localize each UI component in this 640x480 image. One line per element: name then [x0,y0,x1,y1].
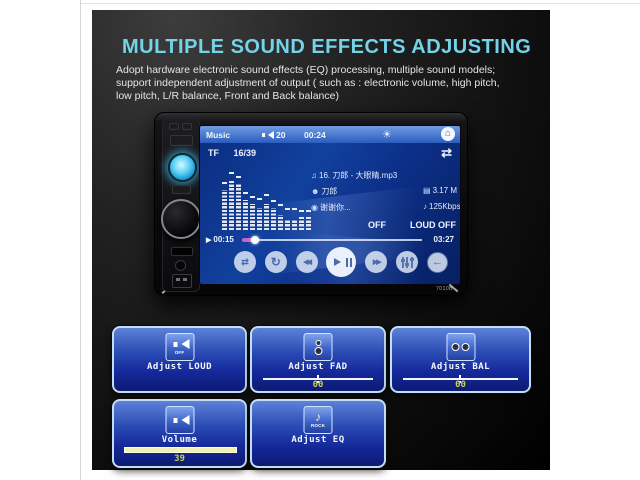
eq-state: OFF [368,220,386,230]
album-line: ◉ 谢谢你... ♪ 125Kbps [311,202,460,213]
file-size-cell: ▤ 3.17 M [423,186,457,195]
fad-slider[interactable] [262,375,374,383]
progress-fill [242,238,255,242]
equalizer-sliders-icon [400,256,414,268]
play-cursor-icon: ▶ [206,237,212,244]
balance-speakers-icon [446,333,475,361]
track-title: 16. 刀郎 - 大眼睛.mp3 [319,171,398,180]
mode-label: Music [206,130,231,140]
artist-icon: ☻ [311,187,320,196]
volume-speaker-icon [165,406,194,434]
advert-stage: MULTIPLE SOUND EFFECTS ADJUSTING Adopt h… [92,10,550,470]
album-name: 谢谢你... [319,203,351,212]
progress-knob[interactable] [250,235,259,244]
front-control-strip [161,118,201,292]
bitrate: 125Kbps [429,202,461,211]
play-icon [333,258,345,266]
progress-bar: ▶ 00:15 03:27 [206,234,454,246]
description-line: low pitch, L/R balance, Front and Back b… [116,90,339,102]
shuffle-button[interactable]: ⇄ [234,251,256,273]
bitrate-note-icon: ♪ [423,202,427,211]
power-button[interactable] [169,123,179,130]
band-button[interactable] [170,135,193,146]
volume-fill [124,447,237,453]
fad-value: 00 [312,380,324,390]
repeat-button[interactable]: ↻ [264,251,287,273]
music-note-icon: ♫ [311,171,317,180]
description-line: Adopt hardware electronic sound effects … [116,64,496,76]
bitrate-cell: ♪ 125Kbps [423,202,461,211]
description-line: support independent adjustment of output… [116,77,500,89]
artist-name: 刀郎 [321,187,338,196]
source-label: TF [208,148,219,158]
mute-button[interactable] [172,185,191,194]
equalizer-button[interactable] [396,251,419,273]
adjust-eq-panel[interactable]: ♪ ROCK Adjust EQ [250,399,386,468]
slider-center-tick [459,375,462,380]
brightness-icon[interactable]: ☀ [382,129,392,141]
adjust-fad-panel[interactable]: Adjust FAD 00 [250,326,386,393]
usb-port[interactable] [172,274,192,288]
track-index: 16/39 [233,148,257,158]
loudness-state: LOUD OFF [410,220,456,230]
aux-jack[interactable] [175,260,186,271]
progress-track[interactable] [242,235,422,244]
play-pause-button[interactable] [326,247,357,277]
volume-slider[interactable] [124,447,237,454]
next-button[interactable]: ▶▶ [365,251,388,273]
panel-label: Adjust FAD [288,362,348,372]
mode-button[interactable] [182,123,192,130]
loud-state-badge: OFF [174,349,185,355]
eq-preset-badge: ROCK [310,422,326,428]
total-time: 03:27 [433,235,454,244]
speaker-icon [262,131,274,139]
loudness-speaker-icon: OFF [165,333,194,361]
bal-slider[interactable] [402,375,519,383]
bal-value: 00 [455,380,466,390]
file-icon: ▤ [423,186,431,195]
source-row: TF 16/39 [208,148,256,158]
artist-line: ☻ 刀郎 ▤ 3.17 M [311,186,457,197]
description: Adopt hardware electronic sound effects … [116,64,536,103]
track-title-line: ♫ 16. 刀郎 - 大眼睛.mp3 [311,170,397,181]
transport-controls: ⇄ ↻ ◀◀ ▶▶ ← [234,246,448,278]
album-icon: ◉ [311,203,318,212]
elapsed-time: ▶ 00:15 [206,235,234,244]
home-button[interactable]: ⌂ [441,127,455,141]
panel-label: Adjust BAL [430,362,491,372]
clock: 00:24 [304,130,326,140]
illuminated-knob-button[interactable] [168,153,197,182]
sd-card-slot[interactable] [171,247,193,256]
status-bar: Music 20 00:24 ☀ ⌂ [200,126,460,143]
previous-button[interactable]: ◀◀ [295,251,318,273]
file-size: 3.17 M [432,186,458,195]
spectrum [222,172,314,230]
eq-note-icon: ♪ ROCK [303,406,333,434]
headline: MULTIPLE SOUND EFFECTS ADJUSTING [122,36,532,58]
adjust-loud-panel[interactable]: OFF Adjust LOUD [112,326,247,393]
adjust-bal-panel[interactable]: Adjust BAL 00 [390,326,531,393]
volume-panel[interactable]: Volume 39 [112,399,247,468]
fader-speakers-icon [303,333,333,361]
panel-label: Volume [161,435,198,445]
panel-label: Adjust EQ [291,435,345,445]
repeat-mode-icon[interactable]: ⇄ [441,145,452,160]
volume-value: 39 [174,454,185,464]
page-border-line-top [81,3,640,4]
panel-label: Adjust LOUD [146,362,213,372]
slider-center-tick [316,375,319,380]
page-border-line [80,0,81,480]
pause-icon [345,257,352,267]
model-number: 7010B [436,286,453,292]
back-button[interactable]: ← [426,251,448,273]
touchscreen: Music 20 00:24 ☀ ⌂ TF 16/39 ⇄ ♫ 16. 刀郎 - … [199,125,461,285]
volume-level: 20 [276,130,286,140]
volume-knob[interactable] [161,199,201,239]
car-stereo-device: Music 20 00:24 ☀ ⌂ TF 16/39 ⇄ ♫ 16. 刀郎 - … [154,112,468,296]
